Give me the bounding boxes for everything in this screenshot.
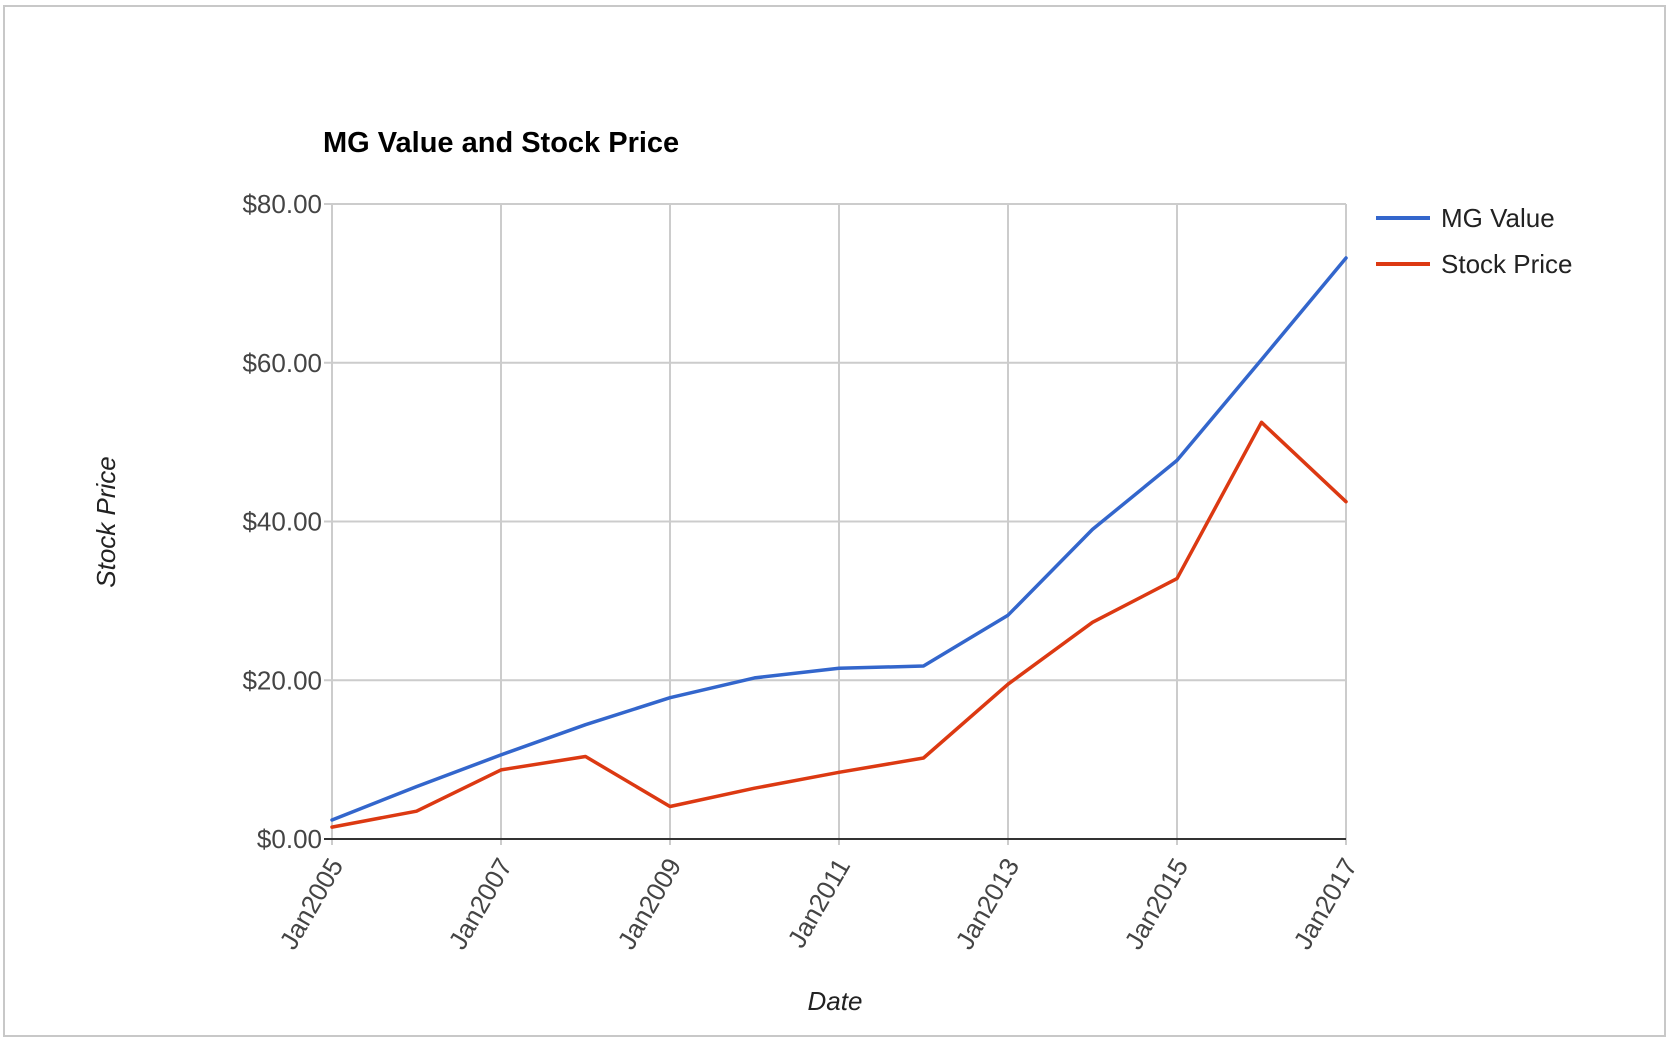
data-point (1090, 619, 1096, 625)
y-tick-label: $40.00 (242, 507, 322, 537)
data-point (329, 824, 335, 830)
data-point (752, 675, 758, 681)
series-line-stock-price (330, 420, 1348, 829)
x-tick-label: Jan2017 (1287, 853, 1363, 954)
x-tick-label: Jan2011 (781, 853, 856, 953)
chart-title: MG Value and Stock Price (323, 127, 679, 159)
gridlines (324, 203, 1347, 845)
data-point (329, 817, 335, 823)
y-axis-tick-labels: $0.00 $20.00 $40.00 $60.00 $80.00 (242, 189, 322, 854)
data-point (752, 785, 758, 791)
data-point (1259, 357, 1265, 363)
x-tick-label: Jan2015 (1118, 853, 1194, 954)
data-point (667, 695, 673, 701)
data-point (667, 803, 673, 809)
x-axis-tick-labels: Jan2005 Jan2007 Jan2009 Jan2011 Jan2013 Jan20… (273, 853, 1363, 954)
data-point (1174, 457, 1180, 463)
y-tick-label: $60.00 (242, 348, 322, 378)
series-line-mg-value (330, 256, 1348, 822)
x-tick-label: Jan2013 (949, 853, 1025, 954)
legend: MG Value Stock Price (1376, 203, 1573, 279)
x-tick-label: Jan2005 (273, 853, 349, 954)
x-tick-label: Jan2009 (611, 853, 687, 954)
data-point (498, 752, 504, 758)
data-point (583, 753, 589, 759)
series-lines (329, 255, 1349, 830)
data-point (836, 769, 842, 775)
legend-label: Stock Price (1441, 249, 1573, 279)
x-axis-title: Date (808, 986, 863, 1016)
data-point (1090, 526, 1096, 532)
data-point (836, 665, 842, 671)
y-tick-label: $80.00 (242, 189, 322, 219)
data-point (414, 784, 420, 790)
data-point (1259, 419, 1265, 425)
data-point (1343, 255, 1349, 261)
data-point (921, 755, 927, 761)
x-tick-label: Jan2007 (442, 853, 518, 954)
sheet-frame (3, 5, 1666, 1037)
data-point (921, 663, 927, 669)
legend-label: MG Value (1441, 203, 1555, 233)
data-point (1005, 681, 1011, 687)
data-point (1174, 576, 1180, 582)
y-axis-title: Stock Price (91, 456, 121, 588)
data-point (583, 722, 589, 728)
y-tick-label: $20.00 (242, 665, 322, 695)
data-point (1343, 499, 1349, 505)
data-point (414, 808, 420, 814)
data-point (498, 767, 504, 773)
data-point (1005, 612, 1011, 618)
y-tick-label: $0.00 (257, 824, 322, 854)
